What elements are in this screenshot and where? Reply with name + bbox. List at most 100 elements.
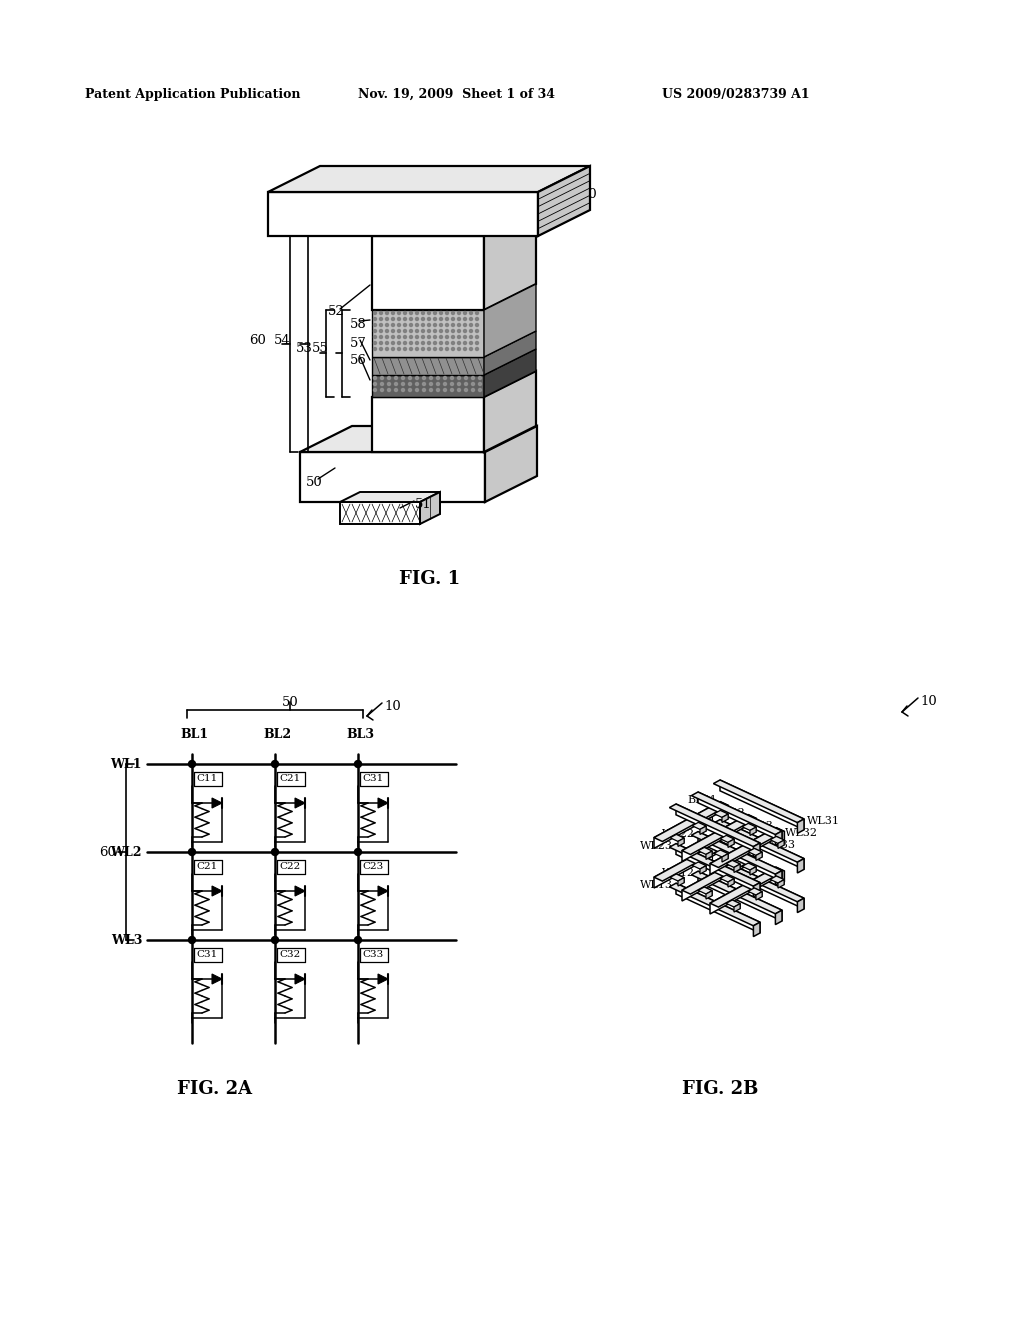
Polygon shape — [728, 879, 734, 887]
Circle shape — [433, 318, 436, 321]
Circle shape — [458, 347, 461, 351]
Circle shape — [458, 383, 461, 385]
Polygon shape — [722, 854, 728, 862]
Text: C22: C22 — [279, 862, 300, 871]
Polygon shape — [775, 911, 782, 924]
Polygon shape — [775, 832, 782, 845]
Circle shape — [458, 323, 461, 326]
Text: C31: C31 — [362, 774, 383, 783]
Circle shape — [416, 335, 419, 338]
Circle shape — [445, 342, 449, 345]
Circle shape — [439, 347, 442, 351]
Circle shape — [374, 342, 377, 345]
Circle shape — [475, 323, 478, 326]
Circle shape — [401, 388, 404, 392]
Text: WL2: WL2 — [111, 846, 142, 858]
Text: FIG. 2A: FIG. 2A — [177, 1080, 253, 1098]
Circle shape — [439, 312, 442, 314]
Circle shape — [391, 318, 394, 321]
Circle shape — [381, 388, 384, 392]
Polygon shape — [720, 836, 734, 842]
Circle shape — [416, 318, 419, 321]
Circle shape — [409, 376, 412, 380]
Text: 54: 54 — [273, 334, 291, 346]
Circle shape — [436, 383, 439, 385]
Circle shape — [452, 342, 455, 345]
Text: WL22: WL22 — [662, 829, 695, 838]
Text: 10: 10 — [920, 696, 937, 708]
Circle shape — [381, 376, 384, 380]
Polygon shape — [700, 826, 707, 834]
Polygon shape — [728, 840, 734, 847]
Text: 10: 10 — [580, 187, 597, 201]
Circle shape — [458, 342, 461, 345]
Circle shape — [423, 388, 426, 392]
Circle shape — [433, 323, 436, 326]
Polygon shape — [676, 804, 760, 854]
Circle shape — [439, 335, 442, 338]
Circle shape — [410, 323, 413, 326]
Text: 50: 50 — [282, 696, 298, 709]
Circle shape — [433, 335, 436, 338]
Circle shape — [380, 312, 383, 314]
Polygon shape — [749, 888, 762, 895]
Polygon shape — [776, 876, 784, 884]
Circle shape — [374, 318, 377, 321]
Circle shape — [464, 335, 467, 338]
Polygon shape — [372, 397, 484, 451]
Circle shape — [427, 312, 430, 314]
Circle shape — [469, 323, 472, 326]
Circle shape — [410, 330, 413, 333]
Polygon shape — [706, 891, 712, 899]
Circle shape — [443, 383, 446, 385]
Polygon shape — [295, 886, 305, 896]
Circle shape — [452, 330, 455, 333]
Polygon shape — [372, 375, 484, 397]
Polygon shape — [340, 502, 420, 524]
Circle shape — [465, 388, 468, 392]
Text: BL2: BL2 — [263, 729, 291, 741]
Circle shape — [380, 323, 383, 326]
Circle shape — [433, 342, 436, 345]
Circle shape — [410, 342, 413, 345]
Circle shape — [436, 388, 439, 392]
Circle shape — [385, 323, 388, 326]
Circle shape — [387, 388, 390, 392]
Circle shape — [445, 335, 449, 338]
Circle shape — [469, 330, 472, 333]
Text: WL12: WL12 — [662, 869, 695, 878]
Circle shape — [410, 312, 413, 314]
Text: FIG. 1: FIG. 1 — [399, 570, 461, 587]
Circle shape — [374, 330, 377, 333]
Circle shape — [416, 376, 419, 380]
Circle shape — [397, 335, 400, 338]
Circle shape — [271, 760, 279, 767]
Circle shape — [374, 376, 377, 380]
Circle shape — [464, 347, 467, 351]
Polygon shape — [778, 879, 784, 888]
Text: C21: C21 — [196, 862, 217, 871]
Circle shape — [374, 335, 377, 338]
Polygon shape — [268, 191, 538, 236]
Circle shape — [391, 347, 394, 351]
Circle shape — [475, 347, 478, 351]
Polygon shape — [755, 849, 762, 857]
Polygon shape — [372, 236, 484, 310]
Circle shape — [478, 376, 481, 380]
Polygon shape — [714, 810, 728, 817]
Polygon shape — [698, 871, 782, 921]
Circle shape — [385, 330, 388, 333]
Polygon shape — [676, 883, 760, 933]
Circle shape — [380, 347, 383, 351]
Circle shape — [410, 335, 413, 338]
Polygon shape — [682, 814, 757, 854]
Circle shape — [471, 383, 474, 385]
Circle shape — [387, 383, 390, 385]
Circle shape — [469, 318, 472, 321]
Circle shape — [385, 342, 388, 345]
Circle shape — [429, 383, 432, 385]
Circle shape — [478, 388, 481, 392]
Circle shape — [475, 318, 478, 321]
Circle shape — [387, 376, 390, 380]
Polygon shape — [268, 166, 590, 191]
